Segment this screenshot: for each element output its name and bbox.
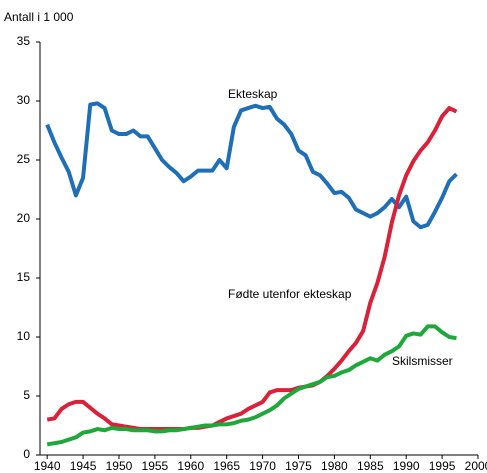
series-line (45, 101, 458, 230)
y-tick-label: 15 (17, 270, 31, 284)
y-tick-label: 25 (17, 152, 31, 166)
x-tick-label: 1970 (249, 459, 276, 473)
x-tick-label: 1960 (177, 459, 204, 473)
x-tick-label: 1975 (285, 459, 312, 473)
y-tick-label: 10 (17, 329, 31, 343)
y-tick-label: 5 (23, 388, 30, 402)
x-tick-label: 1995 (429, 459, 456, 473)
x-tick-label: 1990 (393, 459, 420, 473)
y-axis-label: Antall i 1 000 (4, 10, 74, 24)
x-tick-label: 1985 (357, 459, 384, 473)
x-tick-label: 2000 (465, 459, 487, 473)
series-line (46, 106, 458, 432)
series-label: Skilsmisser (392, 354, 453, 368)
x-tick-label: 1945 (70, 459, 97, 473)
y-tick-label: 30 (17, 93, 31, 107)
y-tick-label: 0 (23, 447, 30, 461)
x-tick-label: 1950 (106, 459, 133, 473)
y-tick-label: 20 (17, 211, 31, 225)
series-line (46, 324, 457, 447)
x-tick-label: 1955 (142, 459, 169, 473)
y-tick-label: 35 (17, 34, 31, 48)
x-tick-label: 1980 (321, 459, 348, 473)
x-tick-label: 1965 (213, 459, 240, 473)
series-label: Fødte utenfor ekteskap (228, 287, 352, 301)
x-tick-label: 1940 (34, 459, 61, 473)
series-label: Ekteskap (228, 87, 278, 101)
